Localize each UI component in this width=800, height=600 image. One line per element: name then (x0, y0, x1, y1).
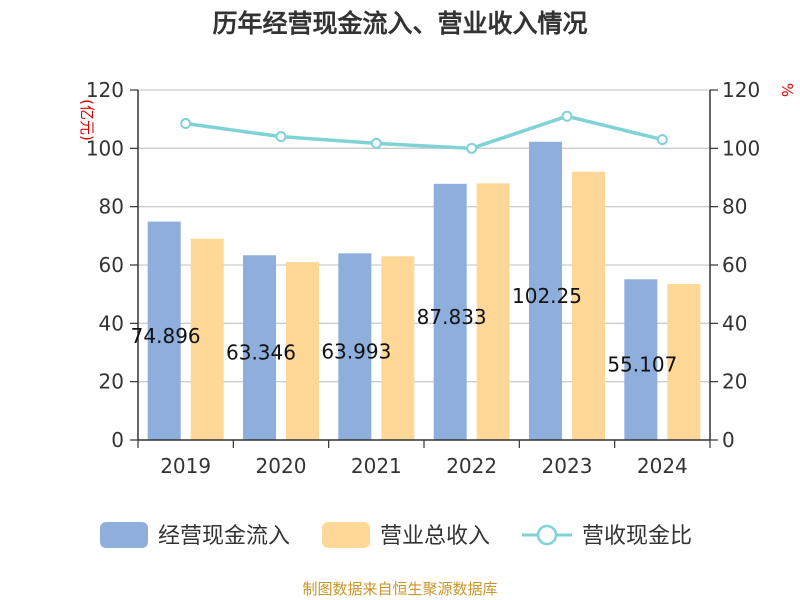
legend-swatch (100, 522, 148, 548)
bar-revenue (476, 183, 510, 441)
left-tick-label: 60 (99, 253, 124, 277)
bar-revenue (667, 283, 701, 440)
x-tick-label: 2023 (542, 454, 593, 478)
legend-label: 经营现金流入 (158, 524, 290, 549)
left-axis-unit: (亿元) (78, 99, 96, 141)
bar-revenue (286, 262, 319, 440)
axes: 0 20 40 60 80 100 120 0 20 40 60 80 100 120 2019 2020 20… (86, 78, 760, 478)
bar-revenue (381, 256, 415, 440)
bar-value-label: 63.346 (226, 341, 296, 365)
ratio-point (466, 142, 478, 154)
right-tick-label: 0 (722, 428, 735, 452)
right-tick-label: 20 (722, 370, 747, 394)
right-tick-label: 40 (722, 311, 747, 335)
bar-revenue (190, 238, 224, 440)
chart-title: 历年经营现金流入、营业收入情况 (212, 9, 587, 38)
bar-value-label: 87.833 (417, 305, 487, 329)
bar-value-label: 55.107 (607, 353, 677, 377)
right-tick-label: 80 (722, 195, 747, 219)
bar-cash-inflow (338, 253, 372, 440)
bar-cash-inflow (529, 141, 562, 441)
bar-cash-inflow (243, 255, 276, 440)
bar-value-label: 63.993 (321, 340, 391, 364)
ratio-point (656, 134, 668, 146)
x-tick-label: 2021 (351, 454, 402, 478)
bar-cash-inflow (624, 279, 658, 440)
x-tick-label: 2020 (256, 454, 307, 478)
ratio-point (180, 118, 192, 130)
bar-value-label: 74.896 (131, 324, 201, 348)
bar-value-label: 102.25 (512, 284, 582, 308)
ratio-point (275, 131, 287, 143)
left-tick-label: 120 (86, 78, 124, 102)
left-tick-label: 0 (111, 428, 124, 452)
grid (138, 89, 710, 383)
left-tick-label: 20 (99, 370, 124, 394)
ratio-line (180, 110, 668, 154)
legend-label: 营收现金比 (582, 524, 692, 549)
legend-swatch-marker (536, 524, 558, 546)
right-tick-label: 100 (722, 136, 760, 160)
bar-revenue (572, 171, 605, 440)
right-axis-unit: % (778, 83, 796, 97)
source-note: 制图数据来自恒生聚源数据库 (302, 580, 497, 598)
x-tick-label: 2022 (446, 454, 497, 478)
legend-swatch (322, 522, 370, 548)
left-tick-label: 40 (99, 311, 124, 335)
ratio-line-path (185, 114, 663, 151)
legend-label: 营业总收入 (380, 524, 490, 549)
right-tick-label: 120 (722, 78, 760, 102)
bar-cash-inflow (433, 183, 467, 440)
left-tick-label: 80 (99, 195, 124, 219)
bar-labels: 74.896 63.346 63.993 87.833 102.25 55.107 (131, 284, 678, 377)
left-tick-label: 100 (86, 136, 124, 160)
bar-cash-inflow (147, 221, 181, 440)
x-tick-label: 2024 (637, 454, 688, 478)
ratio-point (370, 137, 382, 149)
bars (147, 141, 701, 441)
right-tick-label: 60 (722, 253, 747, 277)
legend: 经营现金流入 营业总收入 营收现金比 (100, 522, 692, 549)
x-tick-label: 2019 (160, 454, 211, 478)
ratio-point (561, 110, 573, 122)
